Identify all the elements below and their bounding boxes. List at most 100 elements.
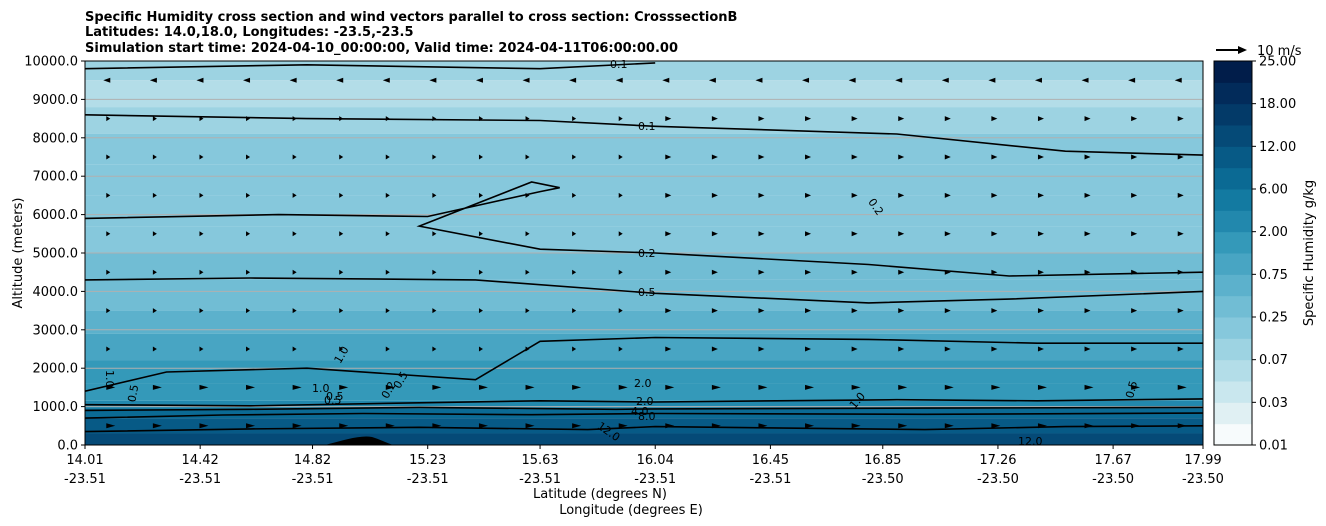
wind-vector-arrow: [1084, 269, 1091, 275]
wind-vector-arrow: [432, 423, 442, 429]
wind-vector-arrow: [1177, 192, 1184, 198]
contour-line-1: [85, 336, 1203, 392]
wind-vector-arrow: [758, 231, 765, 237]
colorbar-band: [1214, 167, 1252, 190]
wind-vector-arrow: [385, 423, 395, 429]
x-axis: 14.01 -23.51 14.42 -23.51 14.82 -23.51 15.23 -2…: [64, 445, 1224, 487]
wind-vector-arrow: [385, 308, 390, 314]
wind-vector-arrow: [432, 308, 437, 314]
wind-vector-arrow: [289, 77, 297, 83]
wind-vector-arrow: [292, 154, 297, 160]
y-tick-label: 6000.0: [33, 208, 79, 223]
wind-vector-arrow: [106, 192, 111, 198]
wind-vector-arrow: [802, 77, 810, 83]
wind-vector-arrow: [898, 116, 905, 122]
wind-vector-arrow: [711, 308, 718, 314]
wind-vector-arrow: [851, 423, 861, 429]
wind-vector-arrow: [665, 346, 672, 352]
colorbar-band: [1214, 295, 1252, 318]
wind-vector-arrow: [152, 154, 157, 160]
x-tick-label-lon: -23.51: [407, 472, 449, 487]
contour-label: 0.1: [638, 120, 656, 133]
wind-vector-arrow: [149, 77, 157, 83]
wind-vector-arrow: [1177, 423, 1187, 429]
wind-vector-arrow: [1131, 384, 1141, 390]
wind-vector-arrow: [615, 77, 623, 83]
wind-vector-arrow: [432, 231, 437, 237]
wind-vector-arrow: [1084, 116, 1091, 122]
wind-vector-arrow: [1128, 77, 1136, 83]
wind-vector-arrow: [898, 192, 905, 198]
wind-vector-arrow: [525, 154, 530, 160]
wind-vector-arrow: [525, 116, 530, 122]
wind-vector-arrow: [339, 192, 344, 198]
colorbar-band: [1214, 61, 1252, 83]
wind-vector-arrow: [569, 77, 577, 83]
wind-vector-arrow: [339, 423, 349, 429]
colorbar-band: [1214, 146, 1252, 169]
wind-vector-arrow: [618, 154, 623, 160]
wind-vector-arrow: [898, 269, 905, 275]
wind-vector-arrow: [382, 77, 390, 83]
wind-vector-arrow: [385, 154, 390, 160]
wind-vector-arrow: [385, 192, 390, 198]
wind-vector-arrow: [199, 154, 204, 160]
wind-vector-arrow: [106, 154, 111, 160]
y-tick-label: 9000.0: [33, 93, 79, 108]
wind-vector-arrow: [758, 192, 765, 198]
x-tick-label-lon: -23.51: [634, 472, 676, 487]
contour-label: 0.5: [638, 286, 656, 299]
humidity-band: [85, 164, 1203, 196]
wind-vector-arrow: [758, 384, 768, 390]
wind-vector-arrow: [851, 308, 858, 314]
wind-vector-arrow: [618, 384, 628, 390]
wind-vector-arrow: [711, 231, 718, 237]
wind-vector-arrow: [665, 423, 675, 429]
wind-vector-arrow: [339, 116, 344, 122]
wind-vector-arrow: [432, 192, 437, 198]
wind-vector-arrow: [199, 423, 209, 429]
wind-vector-arrow: [432, 116, 437, 122]
contour-line-0-1: [85, 62, 656, 70]
colorbar-tick-label: 18.00: [1259, 97, 1296, 112]
colorbar-band: [1214, 402, 1252, 425]
wind-vector-arrow: [944, 423, 954, 429]
colorbar-frame: [1213, 60, 1253, 446]
wind-vector-arrow: [572, 384, 582, 390]
wind-vector-arrow: [618, 269, 623, 275]
wind-vector-arrow: [1037, 346, 1044, 352]
wind-vector-arrow: [292, 423, 302, 429]
wind-vector-arrow: [848, 77, 856, 83]
wind-vector-arrow: [525, 269, 530, 275]
wind-vector-arrow: [805, 116, 812, 122]
wind-vector-arrow: [292, 269, 297, 275]
contour-line-0-1: [85, 114, 1203, 156]
wind-vector-arrow: [758, 346, 765, 352]
wind-vector-arrow: [944, 231, 951, 237]
colorbar-tick-label: 0.07: [1259, 353, 1288, 368]
wind-vector-arrow: [432, 384, 442, 390]
wind-vector-arrow: [246, 269, 251, 275]
x-axis-label-latitude: Latitude (degrees N): [533, 487, 667, 502]
x-tick-label-lat: 14.82: [294, 453, 331, 468]
wind-vector-arrow: [898, 384, 908, 390]
y-tick-label: 5000.0: [33, 247, 79, 262]
wind-vector-arrow: [385, 269, 390, 275]
wind-vector-arrow: [711, 116, 718, 122]
wind-vector-arrow: [292, 231, 297, 237]
y-tick-label: 10000.0: [24, 55, 78, 70]
wind-vector-arrow: [898, 231, 905, 237]
wind-vector-arrow: [572, 346, 577, 352]
wind-vector-arrow: [199, 384, 209, 390]
wind-vector-arrow: [711, 346, 718, 352]
wind-vector-arrow: [805, 231, 812, 237]
humidity-band: [85, 107, 1203, 134]
wind-vector-arrow: [758, 116, 765, 122]
wind-vector-arrow: [478, 346, 483, 352]
contour-label: 8.0: [638, 410, 656, 423]
title-line-3: Simulation start time: 2024-04-10_00:00:…: [85, 41, 678, 56]
wind-vector-arrow: [988, 77, 996, 83]
x-tick-label-lon: -23.50: [1092, 472, 1134, 487]
colorbar-band: [1214, 317, 1252, 339]
wind-vector-arrow: [1177, 384, 1187, 390]
